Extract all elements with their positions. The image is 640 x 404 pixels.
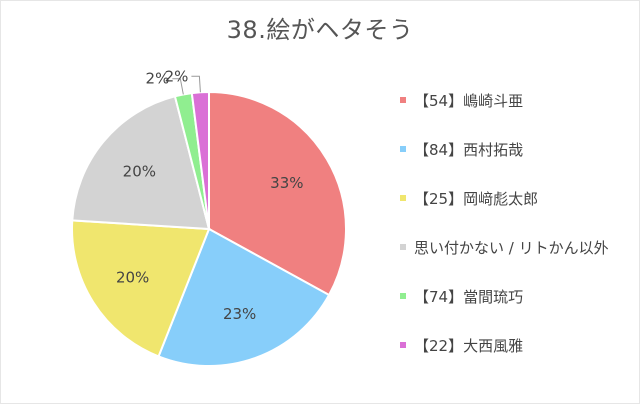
- legend-label-5: 【22】大西風雅: [414, 336, 524, 355]
- legend-label-2: 【25】岡﨑彪太郎: [414, 189, 539, 208]
- legend-item-3[interactable]: 思い付かない / リトかん以外: [400, 237, 609, 257]
- slice-leader-4: [172, 78, 184, 95]
- slice-leader-5: [191, 75, 201, 93]
- legend-item-1[interactable]: 【84】西村拓哉: [400, 139, 523, 159]
- legend-swatch-3: [400, 244, 406, 250]
- legend-label-3: 思い付かない / リトかん以外: [414, 238, 609, 257]
- legend-item-0[interactable]: 【54】嶋崎斗亜: [400, 90, 523, 110]
- pie-slice-2[interactable]: [71, 219, 211, 358]
- legend-label-4: 【74】當間琉巧: [414, 287, 524, 306]
- legend-swatch-4: [400, 293, 406, 299]
- slice-label-0: 33%: [270, 174, 303, 192]
- legend-label-0: 【54】嶋崎斗亜: [414, 91, 524, 110]
- legend-label-1: 【84】西村拓哉: [414, 140, 524, 159]
- chart-title: 38.絵がヘタそう: [226, 16, 414, 44]
- legend-item-5[interactable]: 【22】大西風雅: [400, 335, 523, 355]
- legend-item-2[interactable]: 【25】岡﨑彪太郎: [400, 188, 538, 208]
- slice-label-5: 2%: [165, 67, 189, 85]
- legend-swatch-1: [400, 146, 406, 152]
- pie-slice-0[interactable]: [208, 90, 347, 297]
- slice-label-2: 20%: [116, 268, 149, 286]
- pie-slice-1[interactable]: [157, 227, 331, 367]
- legend-swatch-2: [400, 195, 406, 201]
- legend-swatch-5: [400, 342, 406, 348]
- slice-label-4: 2%: [146, 70, 170, 88]
- slice-label-3: 20%: [123, 162, 156, 180]
- pie-slice-3[interactable]: [71, 95, 211, 231]
- legend-item-4[interactable]: 【74】當間琉巧: [400, 286, 523, 306]
- legend-swatch-0: [400, 97, 406, 103]
- slice-label-1: 23%: [223, 305, 256, 323]
